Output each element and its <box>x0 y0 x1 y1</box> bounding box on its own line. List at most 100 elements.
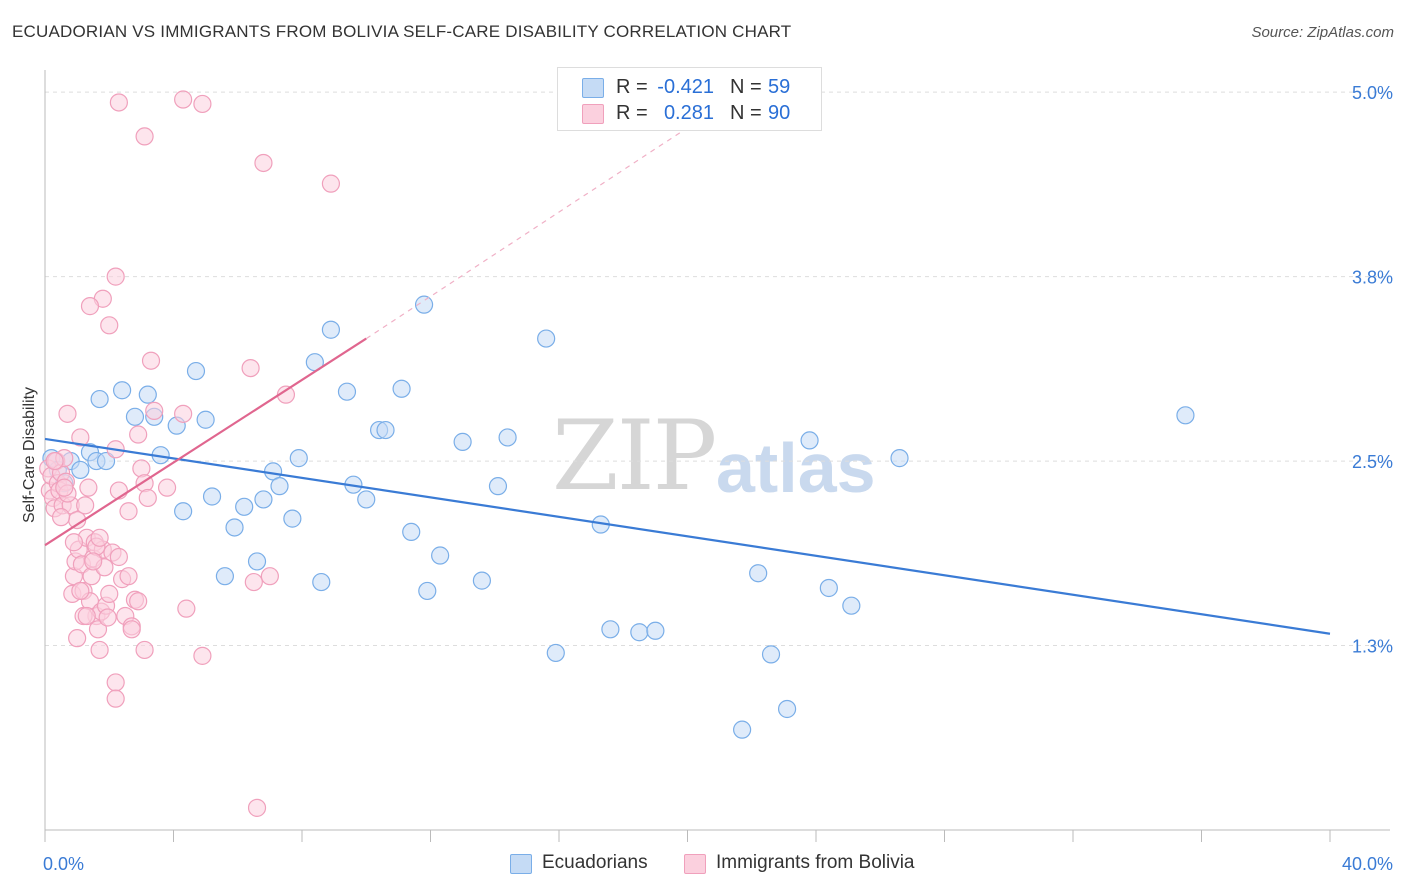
ecuadorian-point <box>321 320 341 339</box>
bolivia-trend-extension <box>365 116 704 340</box>
bolivia-point <box>135 127 154 146</box>
bolivia-point <box>241 358 260 378</box>
bolivia-point <box>106 673 125 692</box>
legend-row-bolivia: R = 0.281 N = 90 <box>558 100 821 128</box>
correlation-legend: R = -0.421 N = 59 R = 0.281 N = 90 <box>557 67 822 131</box>
ecuadorian-point <box>357 490 376 509</box>
bolivia-point <box>90 528 109 547</box>
bolivia-point <box>51 508 71 527</box>
bolivia-point <box>100 584 119 603</box>
ecuadorian-point <box>800 431 819 450</box>
ecuadorian-point <box>215 567 234 586</box>
ecuadorian-point <box>842 596 861 615</box>
bolivia-point <box>58 404 77 423</box>
bolivia-point <box>193 646 212 665</box>
bolivia-point <box>55 478 74 497</box>
watermark-atlas: atlas <box>716 429 876 507</box>
bolivia-point <box>80 297 100 316</box>
series-legend: Ecuadorians Immigrants from Bolivia <box>0 852 1406 878</box>
bolivia-point <box>119 502 138 521</box>
bolivia-point <box>141 351 161 370</box>
ecuadorian-point <box>289 449 308 468</box>
x-tick-label: 0.0% <box>43 854 84 874</box>
ecuadorian-point <box>418 581 437 601</box>
ecuadorian-point <box>270 477 289 496</box>
ecuadorian-point <box>819 578 838 598</box>
legend-label: Ecuadorians <box>542 852 648 873</box>
y-tick-label: 5.0% <box>1352 83 1393 103</box>
ecuadorian-point <box>472 571 491 590</box>
r-value: 0.281 <box>663 102 714 124</box>
chart-title: ECUADORIAN VS IMMIGRANTS FROM BOLIVIA SE… <box>12 22 792 41</box>
bolivia-point <box>244 572 263 592</box>
bolivia-point <box>135 640 154 660</box>
bolivia-point <box>193 94 212 114</box>
bolivia-point <box>260 567 279 586</box>
bolivia-point <box>106 267 125 286</box>
bolivia-point <box>129 592 148 611</box>
ecuadorian-point <box>312 572 331 592</box>
bolivia-point <box>98 608 117 627</box>
watermark-zip: ZIP <box>552 400 717 512</box>
ecuadorian-point <box>431 546 450 565</box>
ecuadorian-point <box>90 389 109 409</box>
bolivia-point <box>254 153 273 173</box>
bolivia-point <box>64 533 84 552</box>
ecuadorian-point <box>138 385 157 404</box>
ecuadorian-point <box>414 295 434 314</box>
ecuadorian-point <box>112 381 132 400</box>
ecuadorian-point <box>630 623 649 642</box>
ecuadorian-point <box>890 449 909 468</box>
bolivia-point <box>71 428 90 447</box>
legend-swatch-ecuadorians <box>582 78 604 98</box>
bolivia-point <box>106 689 125 708</box>
ecuadorian-point <box>1176 406 1195 425</box>
bolivia-point <box>119 567 138 586</box>
bolivia-point <box>68 629 87 648</box>
ecuadorian-point <box>546 643 565 663</box>
r-value: -0.421 <box>657 76 714 98</box>
source-label: Source: ZipAtlas.com <box>1251 24 1394 41</box>
bolivia-point <box>71 581 90 601</box>
ecuadorian-point <box>71 460 90 480</box>
bolivia-point <box>129 425 148 444</box>
ecuadorian-trend-line <box>44 437 1331 635</box>
ecuadorian-point <box>601 620 620 639</box>
n-label: N = <box>730 76 762 98</box>
bolivia-point <box>77 606 96 626</box>
bolivia-point <box>100 316 119 335</box>
x-tick-label: 40.0% <box>1342 854 1393 874</box>
ecuadorian-point <box>498 428 517 447</box>
ecuadorian-point <box>761 645 781 664</box>
bolivia-point <box>247 798 267 817</box>
ecuadorian-point <box>733 720 752 739</box>
bolivia-point <box>76 496 95 515</box>
bolivia-point <box>174 90 193 109</box>
bolivia-point <box>138 488 157 508</box>
bolivia-point <box>174 404 193 423</box>
bolivia-point <box>177 599 196 618</box>
bolivia-point <box>88 620 108 639</box>
ecuadorian-point <box>196 410 215 429</box>
ecuadorian-point <box>186 361 206 381</box>
legend-row-ecuadorians: R = -0.421 N = 59 <box>558 74 821 102</box>
bolivia-point <box>132 459 151 478</box>
ecuadorian-point <box>96 451 116 471</box>
bolivia-trend-line <box>44 337 367 547</box>
ecuadorian-point <box>247 552 267 571</box>
legend-swatch-ecuadorians <box>510 854 532 874</box>
n-label: N = <box>730 102 762 124</box>
legend-swatch-bolivia <box>582 104 604 124</box>
bolivia-point <box>157 478 177 497</box>
ecuadorian-point <box>376 420 395 440</box>
ecuadorian-point <box>453 432 472 451</box>
bolivia-point <box>145 401 164 420</box>
ecuadorian-point <box>749 564 768 583</box>
ecuadorian-point <box>646 621 665 640</box>
y-tick-label: 2.5% <box>1352 452 1393 472</box>
ecuadorian-point <box>402 522 421 542</box>
bolivia-point <box>84 552 103 571</box>
ecuadorian-point <box>174 502 193 521</box>
legend-label: Immigrants from Bolivia <box>716 852 915 873</box>
